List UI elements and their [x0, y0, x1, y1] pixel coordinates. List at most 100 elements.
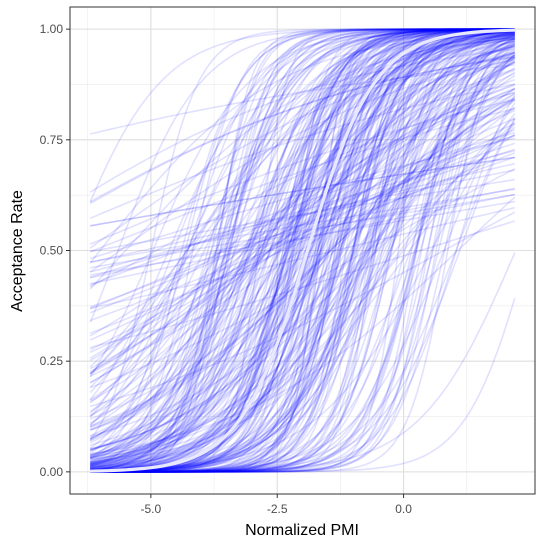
series-curve	[89, 91, 516, 337]
series-curve	[89, 72, 516, 431]
series-curves	[89, 28, 516, 473]
series-curve	[90, 34, 515, 460]
series-curve	[90, 28, 515, 473]
series-curve	[89, 122, 516, 377]
series-curve	[90, 28, 515, 473]
series-curve	[90, 28, 515, 469]
series-curve	[90, 34, 515, 468]
series-curve	[90, 28, 515, 473]
series-curve	[90, 29, 515, 473]
y-tick-label: 1.00	[40, 22, 64, 36]
series-curve	[90, 54, 516, 473]
series-curve	[90, 57, 516, 472]
series-curve	[89, 98, 516, 429]
series-curve	[89, 33, 515, 440]
series-curve	[90, 53, 516, 473]
series-curve	[90, 28, 515, 471]
series-curve	[90, 50, 516, 469]
series-curve	[89, 168, 516, 389]
series-curve	[89, 28, 515, 401]
series-curve	[89, 68, 516, 374]
series-curve	[89, 84, 516, 359]
series-curve	[89, 38, 515, 404]
series-curve	[90, 28, 515, 465]
series-curve	[90, 28, 515, 473]
series-curve	[90, 28, 515, 473]
series-curve	[90, 47, 516, 465]
series-curve	[89, 29, 515, 426]
series-curve	[90, 28, 515, 473]
series-curve	[90, 29, 515, 473]
series-curve	[89, 87, 516, 384]
series-curve	[90, 34, 515, 467]
series-curve	[90, 28, 515, 473]
series-curve	[90, 193, 515, 285]
series-curve	[90, 35, 515, 470]
series-curve	[90, 33, 515, 473]
series-curve	[89, 31, 515, 459]
series-curve	[89, 152, 516, 334]
series-curve	[90, 33, 515, 471]
series-curve	[90, 35, 515, 473]
series-curve	[89, 34, 515, 388]
series-curve	[89, 31, 515, 393]
series-curve	[89, 37, 515, 440]
series-curve	[90, 35, 516, 473]
series-curve	[89, 57, 516, 417]
series-curve	[90, 28, 515, 473]
series-curve	[89, 52, 516, 439]
series-curve	[90, 28, 515, 471]
series-curve	[90, 30, 515, 473]
series-curve	[89, 156, 516, 322]
series-curve	[90, 28, 515, 473]
series-curve	[90, 40, 516, 473]
series-curve	[90, 56, 516, 469]
series-curve	[90, 28, 515, 472]
series-curve	[90, 61, 516, 457]
series-curve	[90, 28, 515, 472]
series-curve	[89, 142, 516, 314]
series-curve	[90, 102, 516, 473]
series-curve	[90, 28, 515, 473]
series-curve	[90, 118, 516, 473]
grid-lines	[70, 7, 535, 494]
series-curve	[89, 28, 515, 463]
series-curve	[89, 52, 515, 401]
series-curve	[90, 193, 515, 269]
series-curve	[89, 78, 516, 384]
series-curve	[90, 28, 515, 473]
series-curve	[90, 28, 515, 473]
series-curve	[89, 88, 516, 362]
series-curve	[90, 200, 515, 276]
series-curve	[90, 31, 515, 473]
series-curve	[90, 35, 515, 471]
series-curve	[90, 28, 515, 473]
series-curve	[90, 118, 516, 473]
series-curve	[90, 30, 515, 473]
series-curve	[90, 28, 515, 473]
series-curve	[89, 28, 515, 459]
series-curve	[90, 93, 516, 451]
series-curve	[90, 28, 515, 473]
series-curve	[90, 54, 516, 473]
series-curve	[90, 28, 515, 472]
series-curve	[90, 169, 515, 264]
series-curve	[90, 196, 516, 455]
series-curve	[90, 29, 515, 473]
series-curve	[89, 98, 516, 432]
series-curve	[90, 28, 515, 468]
series-curve	[90, 28, 515, 473]
series-curve	[89, 108, 515, 253]
series-curve	[90, 156, 515, 227]
series-curve	[89, 59, 515, 273]
series-curve	[90, 28, 515, 473]
series-curve	[89, 38, 515, 442]
series-curve	[90, 56, 516, 473]
series-curve	[89, 37, 515, 290]
series-curve	[89, 28, 515, 452]
series-curve	[90, 28, 515, 473]
series-curve	[89, 45, 515, 437]
series-curve	[90, 39, 515, 471]
series-curve	[89, 220, 516, 349]
series-curve	[89, 91, 516, 288]
